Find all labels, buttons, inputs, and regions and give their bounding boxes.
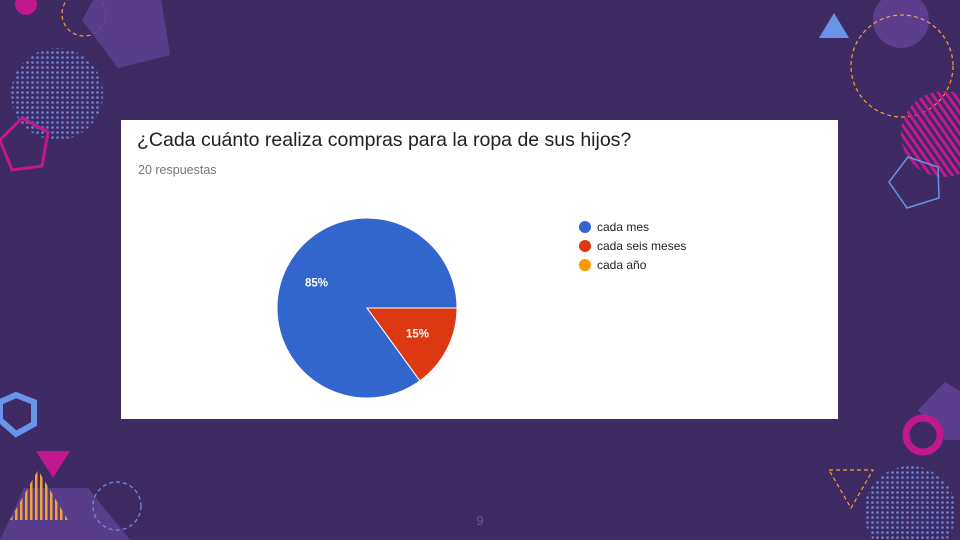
striped-triangle-shape bbox=[10, 470, 68, 520]
legend-item: cada mes bbox=[579, 217, 686, 236]
page-number: 9 bbox=[476, 513, 484, 528]
magenta-triangle-shape bbox=[36, 451, 70, 478]
pie-slice-label: 85% bbox=[305, 277, 328, 289]
legend-item: cada seis meses bbox=[579, 236, 686, 255]
pie-slice-cada-seis-meses bbox=[366, 307, 458, 382]
blue-triangle-shape bbox=[819, 13, 849, 38]
dashed-triangle-shape bbox=[827, 469, 875, 510]
magenta-dot-shape bbox=[15, 0, 37, 15]
dashed-circle-shape bbox=[850, 14, 954, 118]
dotted-circle-shape bbox=[11, 48, 103, 140]
chart-legend: cada mes cada seis meses cada año bbox=[579, 217, 686, 274]
dashed-circle-shape bbox=[92, 481, 142, 531]
purple-pentagon-shape bbox=[918, 382, 960, 440]
legend-label: cada seis meses bbox=[597, 238, 687, 253]
response-count: 20 respuestas bbox=[138, 163, 217, 177]
chart-title: ¿Cada cuánto realiza compras para la rop… bbox=[137, 129, 632, 151]
legend-swatch bbox=[579, 220, 591, 233]
magenta-ring-shape bbox=[902, 414, 944, 456]
legend-item: cada año bbox=[579, 255, 686, 274]
purple-pentagon-shape bbox=[82, 0, 170, 68]
legend-label: cada año bbox=[597, 257, 647, 272]
pie-chart: 85% 15% bbox=[276, 217, 458, 399]
legend-swatch bbox=[579, 239, 591, 252]
dotted-circle-shape bbox=[864, 466, 956, 540]
legend-swatch bbox=[579, 258, 591, 271]
blue-pentagon-outline-shape bbox=[0, 391, 37, 438]
legend-label: cada mes bbox=[597, 219, 650, 234]
pink-pentagon-outline-shape bbox=[0, 116, 50, 172]
blue-pentagon-outline-shape bbox=[888, 156, 940, 209]
pie-slice-label: 15% bbox=[406, 329, 429, 341]
striped-circle-shape bbox=[901, 91, 960, 177]
purple-circle-shape bbox=[873, 0, 929, 48]
chart-card: ¿Cada cuánto realiza compras para la rop… bbox=[121, 120, 838, 419]
